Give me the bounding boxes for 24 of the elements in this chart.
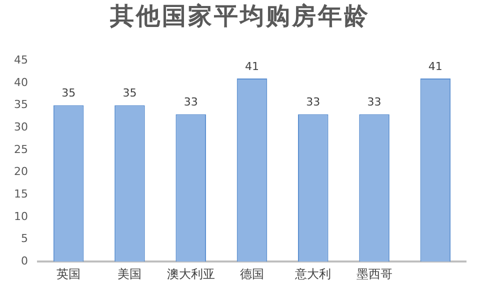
y-tick-label: 20 [14,165,28,178]
y-tick-label: 15 [14,187,28,200]
data-label: 33 [367,96,382,109]
y-tick-label: 45 [14,53,28,66]
y-tick-label: 5 [20,232,28,246]
x-tick-label: 英国 [56,266,81,281]
x-tick-label: 澳大利亚 [166,266,215,281]
y-tick-label: 25 [14,142,28,156]
data-label: 41 [428,60,442,73]
y-tick-label: 35 [14,98,28,112]
y-tick-label: 40 [14,76,28,89]
data-label: 35 [122,86,137,100]
data-label: 35 [62,86,76,100]
data-label: 33 [184,96,198,109]
data-label: 33 [306,96,320,109]
x-tick-label: 美国 [118,266,142,281]
y-tick-label: 30 [14,120,28,134]
y-tick-label: 0 [20,254,28,268]
data-label: 41 [245,60,259,73]
x-tick-label: 德国 [240,266,264,281]
x-tick-label: 墨西哥 [356,266,392,281]
x-tick-label: 意大利 [294,266,332,281]
chart-title: 其他国家平均购房年龄 [109,0,371,32]
y-tick-label: 10 [14,210,28,223]
